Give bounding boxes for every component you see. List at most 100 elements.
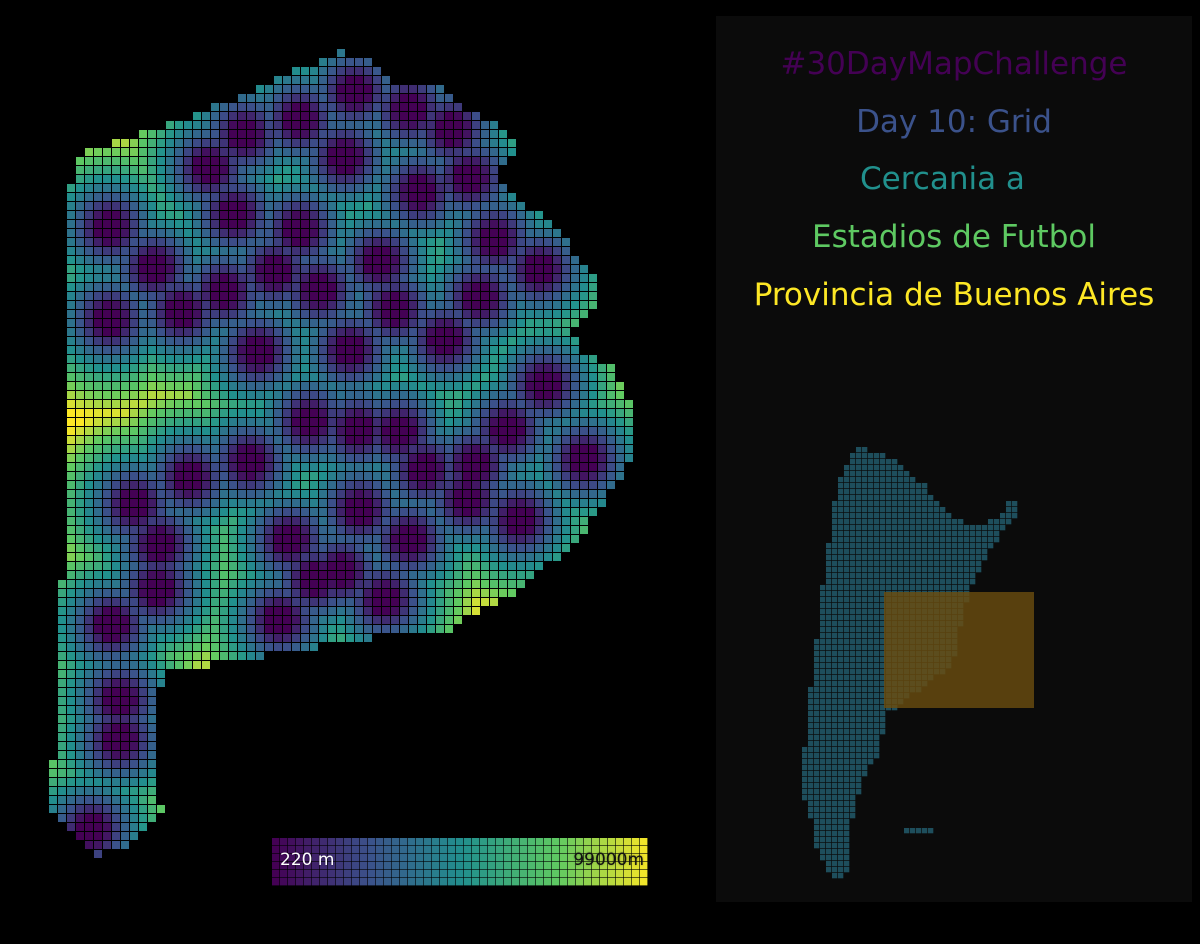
grid-cell [508, 391, 516, 399]
grid-cell [454, 130, 462, 138]
inset-cell [886, 513, 892, 519]
grid-cell [589, 301, 597, 309]
grid-cell [157, 265, 165, 273]
grid-cell [265, 571, 273, 579]
grid-cell [382, 319, 390, 327]
grid-cell [544, 481, 552, 489]
grid-cell [130, 391, 138, 399]
legend-cell [488, 870, 496, 878]
grid-cell [544, 319, 552, 327]
inset-cell [874, 591, 880, 597]
grid-cell [517, 517, 525, 525]
grid-cell [292, 220, 300, 228]
grid-cell [499, 418, 507, 426]
grid-cell [148, 805, 156, 813]
grid-cell [94, 238, 102, 246]
inset-cell [976, 537, 982, 543]
inset-cell [928, 573, 934, 579]
grid-cell [121, 652, 129, 660]
grid-cell [157, 580, 165, 588]
grid-cell [220, 463, 228, 471]
grid-cell [499, 490, 507, 498]
grid-cell [247, 634, 255, 642]
grid-cell [157, 256, 165, 264]
grid-cell [571, 283, 579, 291]
grid-cell [103, 697, 111, 705]
grid-cell [220, 418, 228, 426]
grid-cell [103, 841, 111, 849]
grid-cell [535, 274, 543, 282]
inset-cell [856, 495, 862, 501]
grid-cell [364, 247, 372, 255]
grid-cell [220, 103, 228, 111]
grid-cell [373, 157, 381, 165]
grid-cell [247, 508, 255, 516]
grid-cell [166, 193, 174, 201]
grid-cell [247, 553, 255, 561]
inset-cell [874, 753, 880, 759]
inset-cell [832, 765, 838, 771]
grid-cell [112, 355, 120, 363]
grid-cell [436, 346, 444, 354]
grid-cell [292, 238, 300, 246]
grid-cell [346, 427, 354, 435]
grid-cell [508, 544, 516, 552]
grid-cell [445, 157, 453, 165]
grid-cell [166, 130, 174, 138]
inset-cell [934, 501, 940, 507]
grid-cell [526, 400, 534, 408]
inset-cell [856, 657, 862, 663]
grid-cell [418, 445, 426, 453]
grid-cell [418, 184, 426, 192]
grid-cell [535, 328, 543, 336]
grid-cell [427, 229, 435, 237]
grid-cell [418, 265, 426, 273]
grid-cell [85, 616, 93, 624]
grid-cell [229, 481, 237, 489]
grid-cell [67, 643, 75, 651]
grid-cell [526, 436, 534, 444]
grid-cell [535, 238, 543, 246]
grid-cell [139, 490, 147, 498]
grid-cell [301, 607, 309, 615]
grid-cell [364, 535, 372, 543]
grid-cell [157, 148, 165, 156]
grid-cell [238, 103, 246, 111]
inset-cell [874, 537, 880, 543]
grid-cell [256, 292, 264, 300]
grid-cell [490, 391, 498, 399]
grid-cell [166, 400, 174, 408]
grid-cell [220, 283, 228, 291]
legend-cell [384, 862, 392, 870]
legend-cell [400, 846, 408, 854]
grid-cell [436, 103, 444, 111]
grid-cell [310, 85, 318, 93]
grid-cell [175, 184, 183, 192]
grid-cell [274, 490, 282, 498]
legend-cell [432, 838, 440, 846]
grid-cell [94, 607, 102, 615]
grid-cell [571, 445, 579, 453]
grid-cell [238, 211, 246, 219]
grid-cell [310, 598, 318, 606]
grid-cell [481, 292, 489, 300]
legend-cell [400, 862, 408, 870]
grid-cell [499, 265, 507, 273]
grid-cell [481, 301, 489, 309]
inset-cell [844, 561, 850, 567]
grid-cell [355, 409, 363, 417]
color-legend: 220 m 99000m [272, 838, 648, 886]
grid-cell [454, 454, 462, 462]
grid-cell [103, 643, 111, 651]
grid-cell [391, 364, 399, 372]
grid-cell [148, 481, 156, 489]
grid-cell [184, 391, 192, 399]
grid-cell [436, 319, 444, 327]
grid-cell [301, 292, 309, 300]
grid-cell [67, 355, 75, 363]
grid-cell [229, 418, 237, 426]
grid-cell [166, 508, 174, 516]
grid-cell [67, 697, 75, 705]
grid-cell [283, 526, 291, 534]
inset-cell [832, 663, 838, 669]
